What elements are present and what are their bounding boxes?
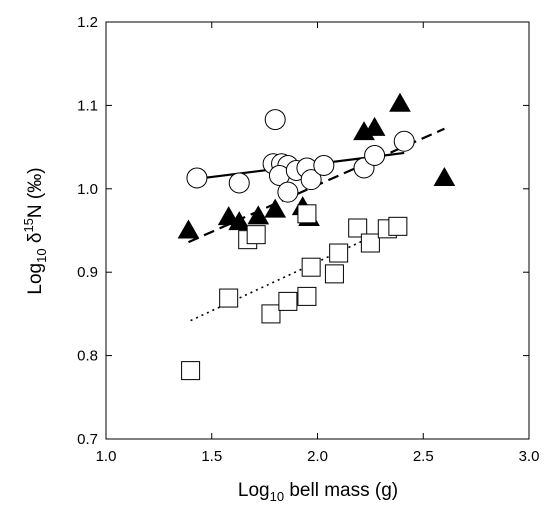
open-circle-point (393, 130, 415, 152)
open-square-point (297, 286, 317, 306)
x-tick-label: 2.0 (307, 448, 328, 465)
filled-triangle-point (217, 206, 240, 226)
y-axis-label: Log10 δ15N (‰) (21, 167, 49, 294)
x-tick-label: 3.0 (519, 448, 540, 465)
open-square-point (324, 264, 344, 284)
filled-triangle-point (264, 198, 287, 218)
x-tick-label: 1.0 (96, 448, 117, 465)
filled-triangle-point (433, 166, 456, 186)
open-circle-point (186, 167, 208, 189)
open-square-point (297, 204, 317, 224)
y-tick-label: 1.1 (77, 97, 98, 114)
x-tick-labels: 1.0 1.5 2.0 2.5 3.0 (96, 448, 540, 465)
x-tick-label: 1.5 (201, 448, 222, 465)
open-square-point (348, 218, 368, 238)
fit-line-dotted (190, 223, 399, 322)
filled-triangle-point (177, 219, 200, 239)
open-square-point (181, 361, 201, 381)
x-axis-label: Log10 bell mass (g) (238, 480, 398, 504)
open-square-point (301, 257, 321, 277)
filled-triangle-point (363, 116, 386, 136)
y-tick-label: 1.2 (77, 14, 98, 31)
open-circle-point (277, 181, 299, 203)
open-square-point (388, 216, 408, 236)
open-square-point (261, 304, 281, 324)
filled-triangle-point (228, 211, 251, 231)
open-square-point (246, 225, 266, 245)
y-tick-label: 0.7 (77, 431, 98, 448)
filled-triangle-point (247, 205, 270, 225)
open-circle-point (300, 169, 322, 191)
y-tick-labels: 0.7 0.8 0.9 1.0 1.1 1.2 (77, 14, 98, 448)
plot-frame (105, 21, 530, 440)
open-circle-point (264, 109, 286, 131)
open-square-point (329, 243, 349, 263)
y-tick-label: 1.0 (77, 181, 98, 198)
open-square-point (278, 291, 298, 311)
open-square-point (219, 288, 239, 308)
x-tick-label: 2.5 (413, 448, 434, 465)
y-tick-label: 0.9 (77, 264, 98, 281)
open-circle-point (313, 154, 335, 176)
filled-triangle-point (389, 92, 411, 112)
axis-ticks (105, 21, 530, 440)
open-circle-point (364, 144, 386, 166)
data-points (177, 92, 456, 381)
y-tick-label: 0.8 (77, 348, 98, 365)
open-circle-point (228, 172, 250, 194)
open-square-point (360, 233, 380, 253)
